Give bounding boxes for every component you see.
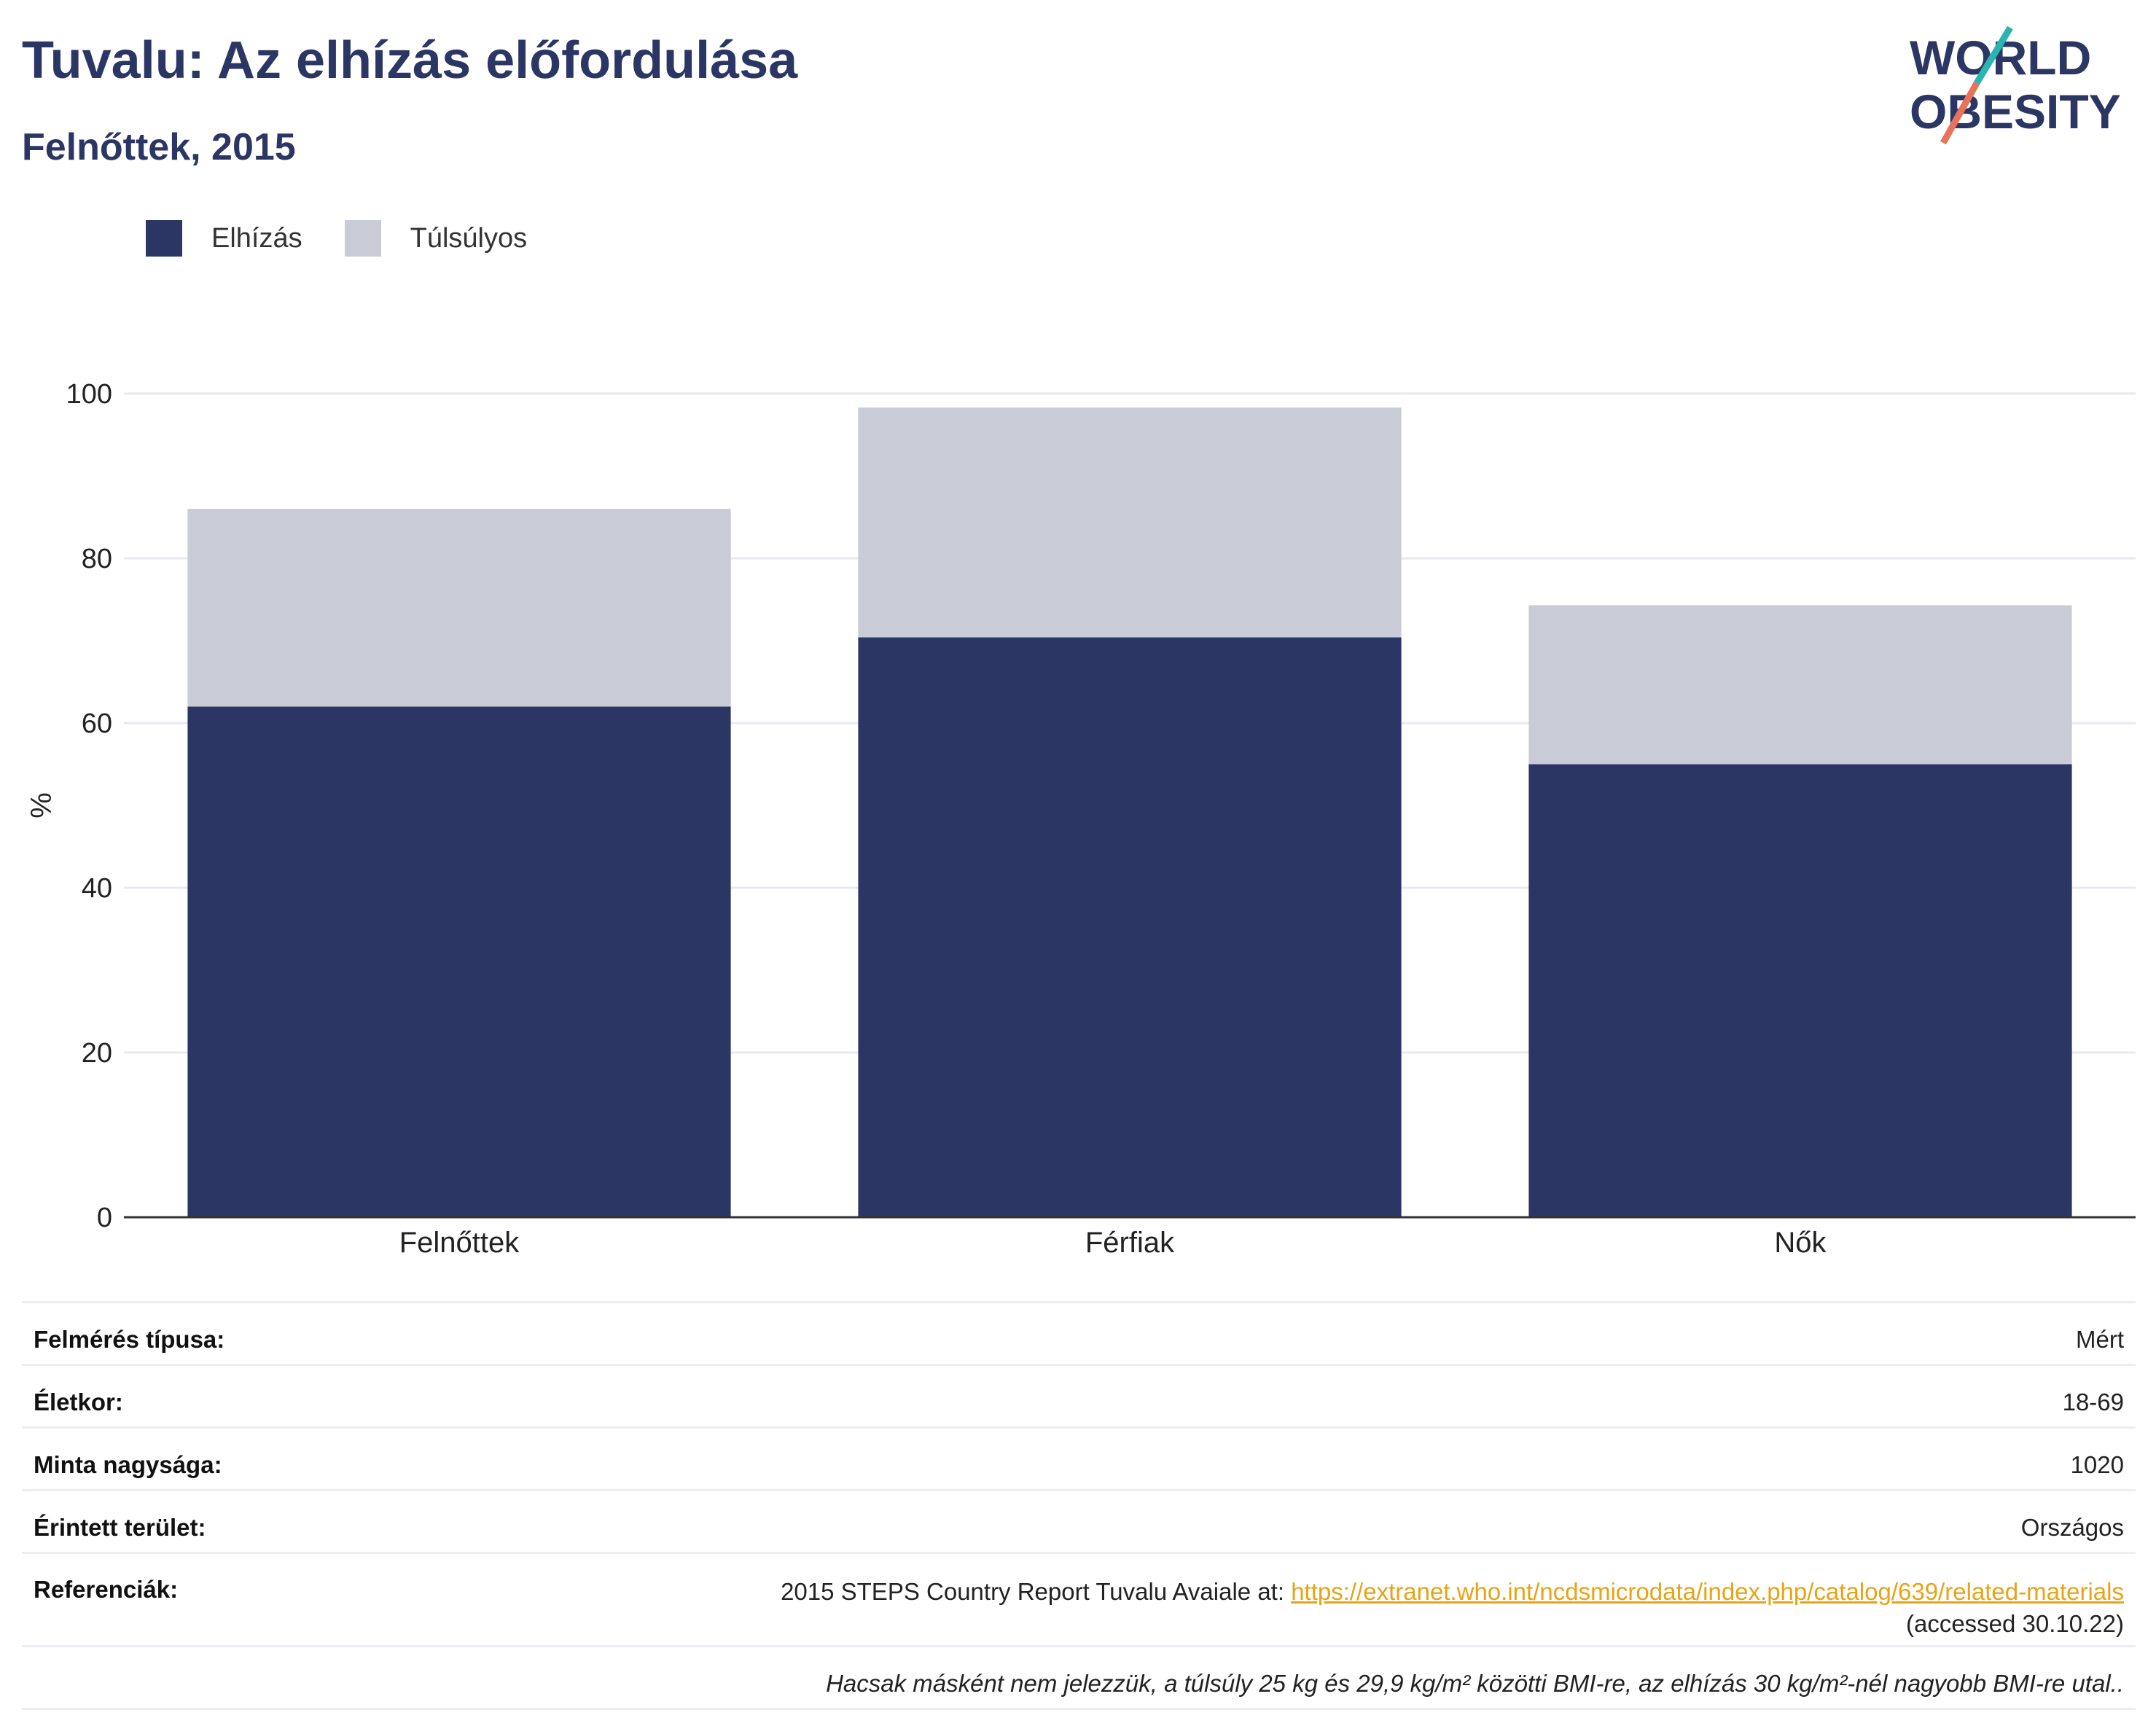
y-tick-label: 20 — [82, 1038, 112, 1069]
meta-value-references: 2015 STEPS Country Report Tuvalu Avaiale… — [781, 1576, 2124, 1640]
legend-swatch-overweight — [344, 220, 381, 257]
x-tick-label: Nők — [1774, 1227, 1827, 1259]
legend-item-obesity[interactable]: Elhízás — [146, 220, 302, 257]
meta-value-age: 18-69 — [2062, 1389, 2124, 1415]
bar-obesity — [187, 706, 731, 1217]
y-axis-label: % — [26, 792, 58, 819]
reference-accessed: (accessed 30.10.22) — [1905, 1610, 2124, 1637]
logo-slash-coral — [1940, 81, 1980, 145]
y-tick-label: 100 — [66, 379, 112, 410]
meta-row-note: Hacsak másként nem jelezzük, a túlsúly 2… — [22, 1645, 2136, 1710]
reference-text: 2015 STEPS Country Report Tuvalu Avaiale… — [781, 1578, 1292, 1605]
logo-line2: OBESITY — [1910, 85, 2121, 138]
metadata-table: Felmérés típusa: Mért Életkor: 18-69 Min… — [22, 1301, 2136, 1710]
meta-value-area: Országos — [2020, 1514, 2124, 1541]
legend-label-overweight: Túlsúlyos — [410, 222, 528, 254]
bar-chart: 0 20 40 60 80 100% Felnőttek Férfiak Nők — [26, 379, 2136, 1259]
meta-label-survey-type: Felmérés típusa: — [34, 1326, 225, 1353]
meta-label-references: Referenciák: — [34, 1576, 179, 1603]
meta-label-area: Érintett terület: — [34, 1514, 206, 1541]
legend: Elhízás Túlsúlyos — [146, 213, 569, 264]
y-tick-label: 60 — [82, 708, 112, 739]
definition-note: Hacsak másként nem jelezzük, a túlsúly 2… — [826, 1670, 2124, 1697]
y-tick-label: 40 — [82, 873, 112, 904]
legend-item-overweight[interactable]: Túlsúlyos — [344, 220, 528, 257]
x-tick-label: Felnőttek — [399, 1227, 520, 1259]
legend-label-obesity: Elhízás — [211, 222, 302, 254]
bar-overweight — [187, 509, 731, 707]
chart-subtitle: Felnőttek, 2015 — [22, 126, 296, 168]
meta-value-sample: 1020 — [2070, 1451, 2124, 1478]
world-obesity-logo: WORLD OBESITY — [1910, 26, 2121, 145]
chart-title: Tuvalu: Az elhízás előfordulása — [22, 31, 798, 90]
meta-row-survey-type: Felmérés típusa: Mért — [22, 1301, 2136, 1364]
meta-label-sample: Minta nagysága: — [34, 1451, 222, 1478]
logo-slash-teal — [1974, 26, 2013, 85]
bar-overweight — [1528, 605, 2072, 765]
meta-value-survey-type: Mért — [2076, 1326, 2124, 1353]
meta-row-area: Érintett terület: Országos — [22, 1489, 2136, 1552]
meta-row-sample: Minta nagysága: 1020 — [22, 1426, 2136, 1489]
bar-obesity — [1528, 764, 2072, 1217]
y-tick-label: 80 — [82, 544, 112, 574]
meta-row-references: Referenciák: 2015 STEPS Country Report T… — [22, 1552, 2136, 1645]
x-tick-label: Férfiak — [1085, 1227, 1175, 1259]
legend-swatch-obesity — [146, 220, 182, 257]
y-tick-label: 0 — [97, 1203, 112, 1233]
meta-label-age: Életkor: — [34, 1389, 123, 1415]
bar-overweight — [858, 407, 1402, 638]
meta-row-age: Életkor: 18-69 — [22, 1364, 2136, 1426]
reference-link[interactable]: https://extranet.who.int/ncdsmicrodata/i… — [1291, 1578, 2124, 1605]
bar-obesity — [858, 637, 1402, 1217]
